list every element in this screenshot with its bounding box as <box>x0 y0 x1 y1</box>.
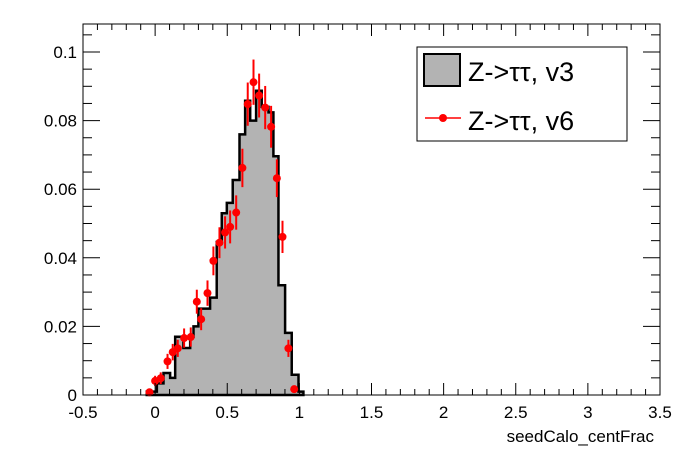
histogram-bin <box>157 383 164 395</box>
point-marker <box>238 163 247 172</box>
data-point <box>221 216 230 249</box>
legend-label-v3: Z->ττ, v3 <box>468 57 574 87</box>
y-tick-label: 0 <box>68 386 77 405</box>
data-point <box>186 327 195 347</box>
data-point <box>272 159 281 198</box>
y-tick-label: 0.08 <box>44 112 77 131</box>
data-point <box>215 227 224 259</box>
point-marker <box>290 385 299 394</box>
data-point <box>192 289 201 314</box>
x-tick-label: 0.5 <box>215 403 239 422</box>
legend-label-v6: Z->ττ, v6 <box>468 106 574 136</box>
histogram-bin <box>262 107 269 395</box>
point-marker <box>180 334 189 343</box>
histogram-bin <box>278 285 285 395</box>
legend-marker-v6 <box>439 114 447 122</box>
histogram-bin <box>245 101 250 395</box>
data-point <box>290 385 299 394</box>
point-marker <box>272 174 281 183</box>
axis-ticks <box>82 24 661 396</box>
x-tick-label: 3 <box>583 403 592 422</box>
point-marker <box>249 78 258 87</box>
point-marker <box>278 232 287 241</box>
data-point <box>209 246 218 276</box>
data-point <box>243 82 252 126</box>
histogram-bin <box>256 91 262 395</box>
point-marker <box>232 208 241 217</box>
data-point <box>163 353 172 369</box>
x-tick-label: -0.5 <box>68 403 97 422</box>
x-tick-label: 2 <box>439 403 448 422</box>
x-tick-label: 1.5 <box>360 403 384 422</box>
data-point <box>203 280 212 306</box>
point-marker <box>243 100 252 109</box>
data-points-v6 <box>145 59 299 397</box>
histogram-bin <box>170 378 175 395</box>
data-point <box>180 328 189 348</box>
x-tick-label: 1 <box>295 403 304 422</box>
point-marker <box>209 256 218 265</box>
legend: Z->ττ, v3 Z->ττ, v6 <box>416 46 628 142</box>
data-point <box>284 339 293 357</box>
data-point <box>173 339 182 357</box>
y-tick-label: 0.04 <box>44 249 77 268</box>
data-point <box>278 220 287 253</box>
y-axis-tick-labels: 0 0.02 0.04 0.06 0.08 0.1 <box>44 43 77 405</box>
data-point <box>145 388 154 397</box>
data-point <box>267 105 276 148</box>
y-tick-label: 0.02 <box>44 317 77 336</box>
data-point <box>261 85 270 130</box>
x-axis-label: seedCalo_centFrac <box>507 427 655 446</box>
point-marker <box>186 333 195 342</box>
legend-swatch-v3 <box>423 53 461 87</box>
point-marker <box>163 357 172 366</box>
histogram-bin <box>183 348 190 395</box>
data-point <box>226 210 235 244</box>
histogram-bin <box>269 112 274 395</box>
data-point <box>238 148 247 188</box>
x-tick-label: 0 <box>150 403 159 422</box>
data-point <box>249 59 258 105</box>
point-marker <box>203 289 212 298</box>
point-marker <box>261 103 270 112</box>
y-tick-label: 0.06 <box>44 180 77 199</box>
data-point <box>197 308 206 331</box>
histogram-bin <box>217 242 222 395</box>
point-marker <box>173 344 182 353</box>
point-marker <box>226 222 235 231</box>
point-marker <box>215 238 224 247</box>
x-tick-label: 3.5 <box>648 403 672 422</box>
data-point <box>156 372 165 385</box>
y-tick-label: 0.1 <box>53 43 77 62</box>
point-marker <box>145 388 154 397</box>
point-marker <box>267 122 276 131</box>
x-axis-tick-labels: -0.5 0 0.5 1 1.5 2 2.5 3 3.5 <box>68 403 671 422</box>
data-point <box>255 73 264 118</box>
point-marker <box>284 344 293 353</box>
point-marker <box>192 297 201 306</box>
point-marker <box>221 228 230 237</box>
histogram-bin <box>210 298 217 395</box>
point-marker <box>156 374 165 383</box>
point-marker <box>255 91 264 100</box>
point-marker <box>197 315 206 324</box>
data-point <box>232 195 241 230</box>
histogram-bin <box>250 121 256 395</box>
x-tick-label: 2.5 <box>504 403 528 422</box>
